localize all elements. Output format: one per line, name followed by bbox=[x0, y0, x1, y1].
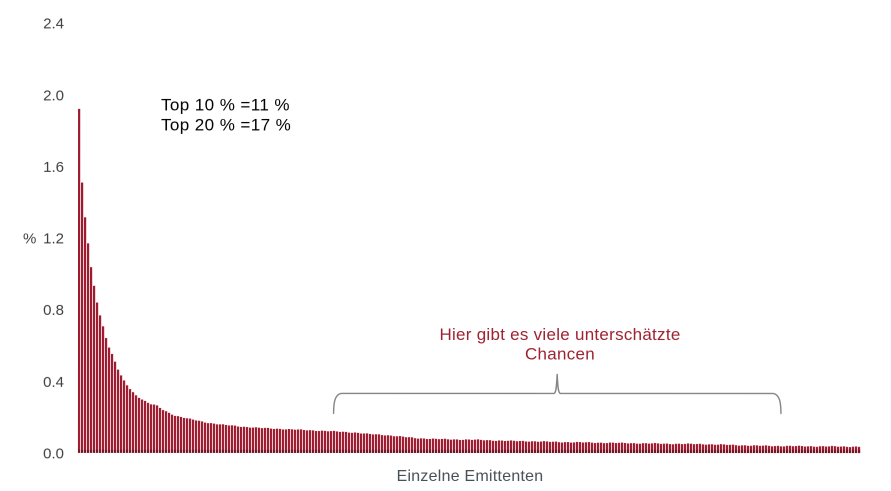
svg-text:1.2: 1.2 bbox=[43, 230, 64, 247]
svg-text:Chancen: Chancen bbox=[525, 345, 595, 364]
svg-text:2.0: 2.0 bbox=[43, 87, 64, 104]
svg-text:%: % bbox=[23, 230, 36, 247]
svg-text:0.8: 0.8 bbox=[43, 302, 64, 319]
svg-text:Hier gibt es viele unterschätz: Hier gibt es viele unterschätzte bbox=[439, 325, 680, 344]
svg-text:0.4: 0.4 bbox=[43, 374, 64, 391]
svg-text:Top 10 % =11 %: Top 10 % =11 % bbox=[161, 95, 290, 114]
svg-text:2.4: 2.4 bbox=[43, 15, 64, 32]
svg-text:Einzelne Emittenten: Einzelne Emittenten bbox=[397, 468, 544, 485]
svg-text:1.6: 1.6 bbox=[43, 159, 64, 176]
svg-text:0.0: 0.0 bbox=[43, 445, 64, 462]
svg-text:Top 20 % =17 %: Top 20 % =17 % bbox=[161, 115, 291, 134]
